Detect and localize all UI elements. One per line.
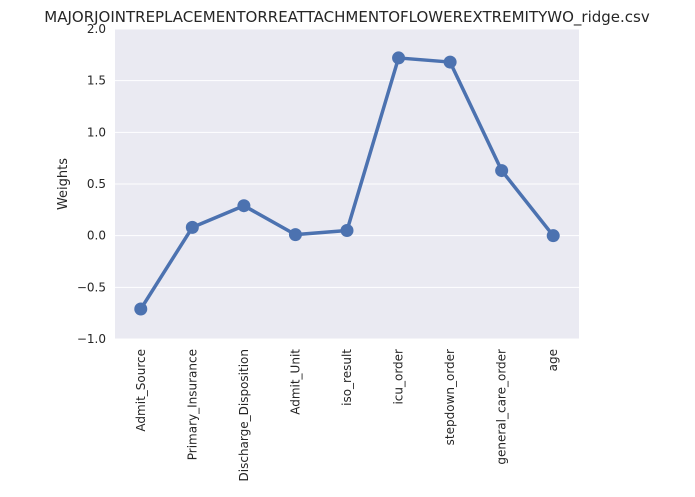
y-tick-label: −0.5 xyxy=(77,280,106,294)
y-axis-label: Weights xyxy=(56,158,71,210)
x-tick-label: iso_result xyxy=(340,349,354,406)
data-points xyxy=(134,51,560,316)
data-point xyxy=(392,51,406,65)
data-point xyxy=(134,302,148,316)
x-axis: Admit_Source Primary_Insurance Discharge_D… xyxy=(134,349,560,482)
x-tick-label: Primary_Insurance xyxy=(185,349,199,460)
x-tick-label: Admit_Unit xyxy=(288,349,302,415)
y-tick-label: 1.0 xyxy=(87,125,106,139)
data-point xyxy=(288,228,302,242)
chart-title: MAJORJOINTREPLACEMENTORREATTACHMENTOFLOW… xyxy=(44,8,650,27)
y-tick-label: 0.5 xyxy=(87,177,106,191)
x-tick-label: Admit_Source xyxy=(134,349,148,432)
data-point xyxy=(340,224,354,237)
y-tick-label: −1.0 xyxy=(77,332,106,346)
y-tick-label: 1.5 xyxy=(87,74,106,88)
data-point xyxy=(495,164,509,178)
x-tick-label: icu_order xyxy=(392,349,406,405)
y-axis: −1.0 −0.5 0.0 0.5 1.0 1.5 2.0 xyxy=(77,22,106,346)
y-tick-label: 2.0 xyxy=(87,22,106,36)
x-tick-label: Discharge_Disposition xyxy=(237,349,251,481)
data-point xyxy=(546,229,560,243)
x-tick-label: age xyxy=(546,349,560,371)
data-point xyxy=(443,55,457,69)
x-tick-label: stepdown_order xyxy=(443,349,457,445)
data-point xyxy=(237,199,251,213)
data-point xyxy=(185,220,199,234)
y-tick-label: 0.0 xyxy=(87,229,106,243)
x-tick-label: general_care_order xyxy=(495,349,509,465)
